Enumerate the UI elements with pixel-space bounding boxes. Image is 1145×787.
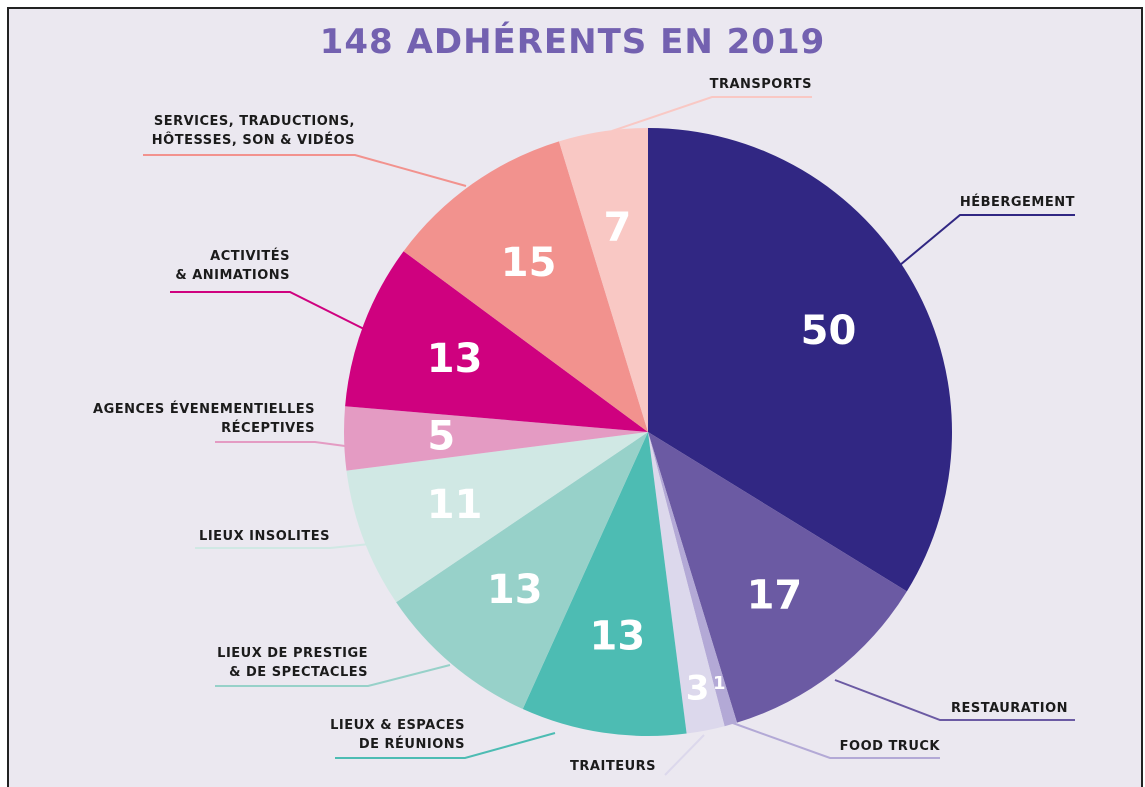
pie-slice bbox=[396, 432, 648, 710]
value-label: 3 bbox=[686, 669, 710, 709]
leader-line bbox=[335, 732, 556, 759]
category-label: HÉBERGEMENT bbox=[959, 195, 1075, 210]
leader-line bbox=[899, 214, 1075, 266]
value-label: 50 bbox=[801, 308, 857, 354]
category-label: ACTIVITÉS & ANIMATIONS bbox=[175, 249, 290, 283]
value-label: 17 bbox=[747, 573, 803, 619]
chart-title: 148 ADHÉRENTS EN 2019 bbox=[319, 22, 826, 62]
value-label: 15 bbox=[501, 240, 557, 286]
pie-slice bbox=[648, 432, 738, 727]
leader-line bbox=[195, 543, 371, 549]
category-label: FOOD TRUCK bbox=[839, 739, 940, 754]
category-label: AGENCES ÉVENEMENTIELLES RÉCEPTIVES bbox=[93, 402, 315, 436]
category-label: LIEUX DE PRESTIGE & DE SPECTACLES bbox=[217, 646, 368, 680]
value-label: 13 bbox=[427, 336, 483, 382]
leader-line bbox=[729, 721, 940, 759]
pie-slice bbox=[346, 432, 648, 603]
pie-slice bbox=[558, 128, 648, 432]
category-label: LIEUX INSOLITES bbox=[199, 529, 330, 544]
pie-slice bbox=[345, 251, 648, 432]
pie-slice bbox=[648, 128, 953, 592]
category-label: RESTAURATION bbox=[950, 701, 1068, 716]
value-label: 11 bbox=[427, 482, 483, 528]
value-label: 13 bbox=[590, 613, 646, 659]
category-label: TRANSPORTS bbox=[709, 77, 812, 92]
pie-slice bbox=[648, 432, 907, 723]
leader-line bbox=[170, 291, 367, 331]
pie-slice bbox=[648, 432, 725, 734]
pie-slice bbox=[403, 141, 648, 432]
pie-slice bbox=[343, 406, 648, 471]
leader-line bbox=[215, 664, 451, 687]
leader-line bbox=[215, 441, 346, 447]
category-label: TRAITEURS bbox=[570, 759, 656, 774]
leader-line bbox=[664, 734, 705, 776]
category-label: SERVICES, TRADUCTIONS, HÔTESSES, SON & V… bbox=[151, 114, 355, 148]
pie-slice bbox=[522, 432, 687, 736]
value-label: 7 bbox=[603, 205, 631, 251]
leader-line bbox=[143, 154, 467, 187]
category-label: LIEUX & ESPACES DE RÉUNIONS bbox=[330, 718, 465, 752]
leader-line bbox=[834, 679, 1075, 721]
leader-line bbox=[611, 96, 812, 132]
value-label: 1 bbox=[713, 673, 726, 694]
value-label: 5 bbox=[427, 413, 455, 459]
value-label: 13 bbox=[487, 567, 543, 613]
